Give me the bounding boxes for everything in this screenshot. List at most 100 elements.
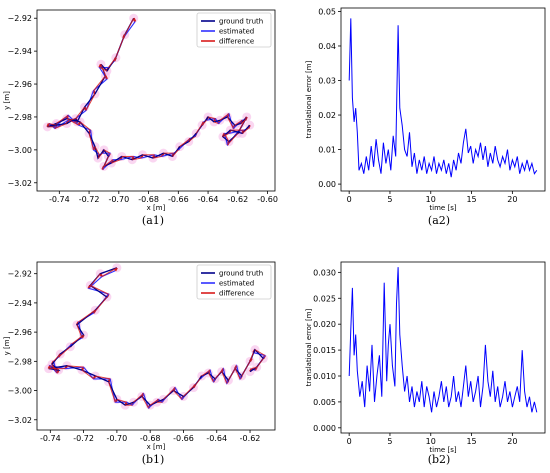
y-tick-label-b1: −3.00: [7, 387, 32, 396]
x-tick-label-b2: 10: [426, 437, 436, 446]
difference-segment-b1: [108, 381, 116, 403]
y-axis-label-b2: translational error [m]: [305, 308, 313, 386]
difference-segment-b1: [53, 353, 61, 362]
difference-segment-a1: [188, 136, 195, 143]
difference-segment-b1: [50, 365, 59, 371]
y-tick-label-a1: −2.98: [7, 113, 32, 122]
difference-segment-a1: [213, 121, 219, 125]
y-tick-label-b1: −2.96: [7, 328, 32, 337]
difference-segment-b1: [101, 267, 118, 278]
difference-segment-b1: [116, 398, 128, 403]
difference-segment-a1: [223, 133, 230, 142]
x-tick-label-b2: 0: [347, 437, 352, 446]
plot-area-b1: [44, 263, 268, 410]
y-tick-label-b2: 0.015: [313, 346, 336, 355]
legend-box-b1: [196, 264, 272, 300]
difference-segment-b1: [58, 346, 71, 358]
caption-a2: (a2): [428, 214, 450, 227]
x-tick-label-a1: -0.62: [227, 195, 248, 204]
difference-segment-a1: [103, 159, 114, 167]
difference-segment-b1: [183, 384, 196, 397]
y-axis-label-a2: translational error [m]: [305, 60, 313, 138]
x-tick-label-b2: 5: [387, 437, 392, 446]
legend-entry-a1: ground truth: [219, 18, 263, 26]
difference-segment-a1: [85, 93, 96, 111]
x-tick-label-a1: -0.68: [138, 195, 159, 204]
difference-segment-a1: [241, 128, 249, 134]
legend-box-a1: [196, 12, 272, 48]
x-tick-label-b1: -0.64: [206, 434, 227, 443]
difference-segment-a1: [219, 113, 230, 121]
difference-segment-b1: [214, 368, 224, 380]
difference-segment-a1: [93, 75, 106, 91]
y-tick-label-a2: 0.02: [318, 111, 336, 120]
y-tick-label-b2: 0.020: [313, 320, 336, 329]
difference-segment-a1: [88, 133, 95, 150]
y-tick-label-b1: −2.92: [7, 270, 32, 279]
y-tick-label-a2: 0.03: [318, 77, 336, 86]
legend-entry-b1: ground truth: [219, 270, 263, 278]
difference-segment-a1: [111, 159, 121, 164]
y-tick-label-b1: −2.98: [7, 357, 32, 366]
x-tick-label-a2: 20: [507, 195, 517, 204]
difference-segment-a1: [56, 114, 69, 124]
caption-b1: (b1): [142, 453, 165, 466]
difference-segment-a1: [75, 106, 85, 119]
x-axis-label-a2: time [s]: [429, 204, 456, 212]
difference-segment-a1: [227, 133, 239, 146]
difference-segment-a1: [113, 34, 126, 62]
plot-area-a1: [42, 13, 255, 171]
y-tick-label-a2: 0.05: [318, 7, 336, 16]
difference-segment-b1: [76, 324, 83, 339]
difference-segment-a1: [54, 123, 67, 129]
difference-segment-a1: [122, 17, 135, 39]
y-axis-label-b1: y [m]: [3, 336, 11, 355]
caption-b2: (b2): [428, 453, 451, 466]
difference-segment-b1: [201, 369, 211, 377]
axes-frame-b1: [36, 261, 276, 431]
difference-segment-b1: [234, 368, 241, 380]
x-tick-label-b1: -0.66: [173, 434, 194, 443]
panel-b1: -0.74 -0.72 -0.70 -0.68 -0.66 -0.64 -0.62 −2.92…: [3, 261, 276, 466]
y-tick-label-b1: −3.02: [7, 416, 32, 425]
error-line-a2: [348, 18, 538, 178]
x-tick-label-a1: -0.74: [49, 195, 70, 204]
panel-b2: 0 5 10 15 20 0.000 0.005 0.010 0.015 0.020 0.025 0.…: [305, 261, 546, 466]
difference-segment-b1: [221, 371, 228, 384]
difference-segment-b1: [71, 334, 84, 345]
difference-segment-a1: [179, 137, 191, 147]
y-axis-label-a1: y [m]: [3, 91, 11, 110]
difference-segment-b1: [193, 378, 201, 388]
y-tick-label-b2: 0.030: [313, 268, 336, 277]
x-tick-label-b2: 15: [466, 437, 476, 446]
difference-segment-b1: [149, 398, 159, 406]
difference-segment-b1: [66, 365, 84, 368]
difference-segment-b1: [141, 396, 149, 409]
y-tick-label-b2: 0.025: [313, 294, 336, 303]
difference-segment-a1: [207, 116, 216, 120]
x-tick-label-a1: -0.72: [79, 195, 100, 204]
difference-segment-b1: [207, 372, 214, 383]
y-tick-label-a1: −2.92: [7, 14, 32, 23]
axes-frame-a2: [340, 7, 546, 192]
difference-segment-a1: [152, 155, 163, 159]
legend-entry-b1: difference: [219, 290, 254, 298]
difference-segment-a1: [234, 119, 243, 126]
x-tick-label-b1: -0.72: [73, 434, 94, 443]
difference-segment-b1: [93, 296, 108, 314]
x-axis-label-b2: time [s]: [429, 446, 456, 454]
difference-segment-a1: [201, 119, 207, 126]
x-tick-label-a2: 0: [347, 195, 352, 204]
difference-segment-a1: [101, 156, 109, 170]
caption-a1: (a1): [142, 214, 164, 227]
difference-segment-a1: [48, 123, 57, 126]
x-tick-label-b1: -0.68: [140, 434, 161, 443]
difference-segment-b1: [163, 387, 176, 400]
axes-frame-b2: [340, 261, 546, 434]
ground-truth-line-a1: [47, 17, 251, 168]
x-tick-label-a2: 5: [387, 195, 392, 204]
x-tick-label-a1: -0.70: [108, 195, 129, 204]
difference-segment-b1: [254, 349, 266, 356]
y-tick-label-a1: −2.94: [7, 47, 32, 56]
